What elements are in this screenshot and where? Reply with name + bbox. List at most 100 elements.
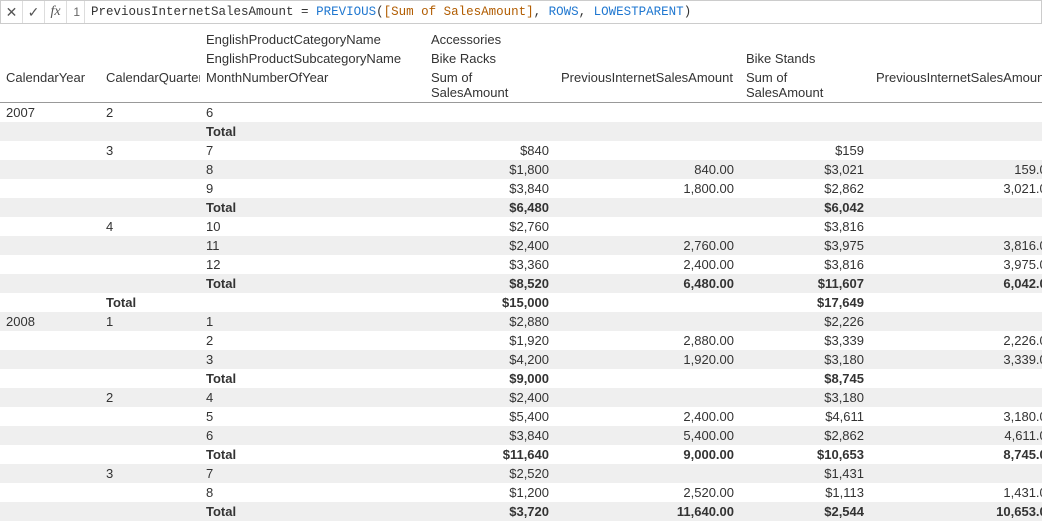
cell-sum-1[interactable]: $11,640 [425,445,555,464]
cell-sum-1[interactable]: $9,000 [425,369,555,388]
hdr-subcat-2[interactable]: Bike Stands [740,49,870,68]
cell-month[interactable]: 4 [200,388,425,407]
cell-prev-1[interactable]: 2,520.00 [555,483,740,502]
cell-sum-2[interactable]: $4,611 [740,407,870,426]
cell-prev-2[interactable]: 8,745.00 [870,445,1042,464]
cell-quarter[interactable]: Total [100,293,200,312]
cell-prev-2[interactable]: 159.00 [870,160,1042,179]
cell-quarter[interactable]: 4 [100,217,200,236]
cell-year[interactable] [0,179,100,198]
cell-prev-1[interactable]: 2,760.00 [555,236,740,255]
cell-month[interactable]: Total [200,445,425,464]
cell-month[interactable]: 11 [200,236,425,255]
table-row[interactable]: 6$3,8405,400.00$2,8624,611.00 [0,426,1042,445]
cell-sum-2[interactable] [740,122,870,141]
cell-prev-2[interactable] [870,369,1042,388]
cell-month[interactable]: 8 [200,160,425,179]
cell-prev-1[interactable]: 1,800.00 [555,179,740,198]
cell-quarter[interactable] [100,331,200,350]
cell-sum-2[interactable]: $11,607 [740,274,870,293]
cell-month[interactable]: 6 [200,426,425,445]
table-row[interactable]: 12$3,3602,400.00$3,8163,975.00 [0,255,1042,274]
cell-prev-1[interactable] [555,369,740,388]
cell-sum-2[interactable]: $3,816 [740,217,870,236]
cell-quarter[interactable]: 3 [100,141,200,160]
cell-sum-1[interactable]: $6,480 [425,198,555,217]
cell-year[interactable] [0,426,100,445]
cell-sum-2[interactable]: $2,862 [740,426,870,445]
cell-year[interactable] [0,141,100,160]
table-row[interactable]: Total$11,6409,000.00$10,6538,745.00 [0,445,1042,464]
cell-year[interactable] [0,445,100,464]
cell-sum-1[interactable]: $3,360 [425,255,555,274]
cell-sum-1[interactable] [425,122,555,141]
cell-month[interactable] [200,293,425,312]
cell-quarter[interactable] [100,445,200,464]
cell-quarter[interactable] [100,502,200,521]
cell-year[interactable] [0,198,100,217]
cell-prev-1[interactable] [555,103,740,123]
cell-month[interactable]: Total [200,198,425,217]
cell-year[interactable] [0,407,100,426]
cell-prev-1[interactable] [555,464,740,483]
cell-sum-1[interactable]: $3,720 [425,502,555,521]
cell-month[interactable]: 8 [200,483,425,502]
formula-input[interactable]: PreviousInternetSalesAmount = PREVIOUS([… [85,1,1041,23]
cell-quarter[interactable] [100,407,200,426]
cell-prev-1[interactable] [555,141,740,160]
fx-button[interactable]: fx [45,1,67,23]
cell-prev-2[interactable]: 1,431.00 [870,483,1042,502]
table-row[interactable]: 410$2,760$3,816 [0,217,1042,236]
cell-sum-1[interactable]: $3,840 [425,179,555,198]
cell-year[interactable] [0,255,100,274]
cell-sum-1[interactable]: $15,000 [425,293,555,312]
table-row[interactable]: Total$3,72011,640.00$2,54410,653.00 [0,502,1042,521]
formula-accept-button[interactable]: ✓ [23,1,45,23]
hdr-prev-2[interactable]: PreviousInternetSalesAmount [870,68,1042,103]
cell-prev-2[interactable]: 3,816.00 [870,236,1042,255]
cell-sum-2[interactable]: $159 [740,141,870,160]
cell-quarter[interactable] [100,350,200,369]
cell-month[interactable]: 2 [200,331,425,350]
cell-prev-1[interactable]: 6,480.00 [555,274,740,293]
cell-prev-1[interactable]: 840.00 [555,160,740,179]
cell-prev-2[interactable]: 6,042.00 [870,274,1042,293]
hdr-category-label[interactable]: EnglishProductCategoryName [200,30,425,49]
cell-sum-2[interactable]: $2,544 [740,502,870,521]
cell-sum-2[interactable]: $3,180 [740,350,870,369]
hdr-subcat-1[interactable]: Bike Racks [425,49,555,68]
cell-sum-1[interactable]: $2,400 [425,236,555,255]
cell-month[interactable]: 3 [200,350,425,369]
cell-year[interactable] [0,502,100,521]
cell-prev-1[interactable] [555,122,740,141]
cell-year[interactable] [0,122,100,141]
cell-month[interactable]: 12 [200,255,425,274]
cell-quarter[interactable] [100,483,200,502]
hdr-subcategory-label[interactable]: EnglishProductSubcategoryName [200,49,425,68]
cell-quarter[interactable] [100,369,200,388]
cell-sum-1[interactable]: $2,400 [425,388,555,407]
cell-year[interactable] [0,236,100,255]
cell-sum-1[interactable]: $4,200 [425,350,555,369]
cell-prev-2[interactable] [870,293,1042,312]
cell-prev-2[interactable] [870,103,1042,123]
hdr-prev-1[interactable]: PreviousInternetSalesAmount [555,68,740,103]
cell-prev-2[interactable]: 3,339.00 [870,350,1042,369]
table-row[interactable]: Total$6,480$6,042 [0,198,1042,217]
cell-month[interactable]: 9 [200,179,425,198]
cell-prev-1[interactable] [555,198,740,217]
cell-quarter[interactable]: 3 [100,464,200,483]
hdr-calendar-quarter[interactable]: CalendarQuarter [100,68,200,103]
cell-prev-1[interactable]: 1,920.00 [555,350,740,369]
cell-year[interactable] [0,483,100,502]
cell-sum-1[interactable]: $2,760 [425,217,555,236]
cell-year[interactable] [0,369,100,388]
cell-sum-2[interactable]: $3,180 [740,388,870,407]
cell-prev-1[interactable] [555,217,740,236]
cell-sum-1[interactable]: $3,840 [425,426,555,445]
cell-sum-1[interactable]: $2,880 [425,312,555,331]
cell-year[interactable] [0,274,100,293]
cell-prev-2[interactable] [870,464,1042,483]
cell-prev-1[interactable] [555,388,740,407]
cell-sum-2[interactable]: $1,113 [740,483,870,502]
